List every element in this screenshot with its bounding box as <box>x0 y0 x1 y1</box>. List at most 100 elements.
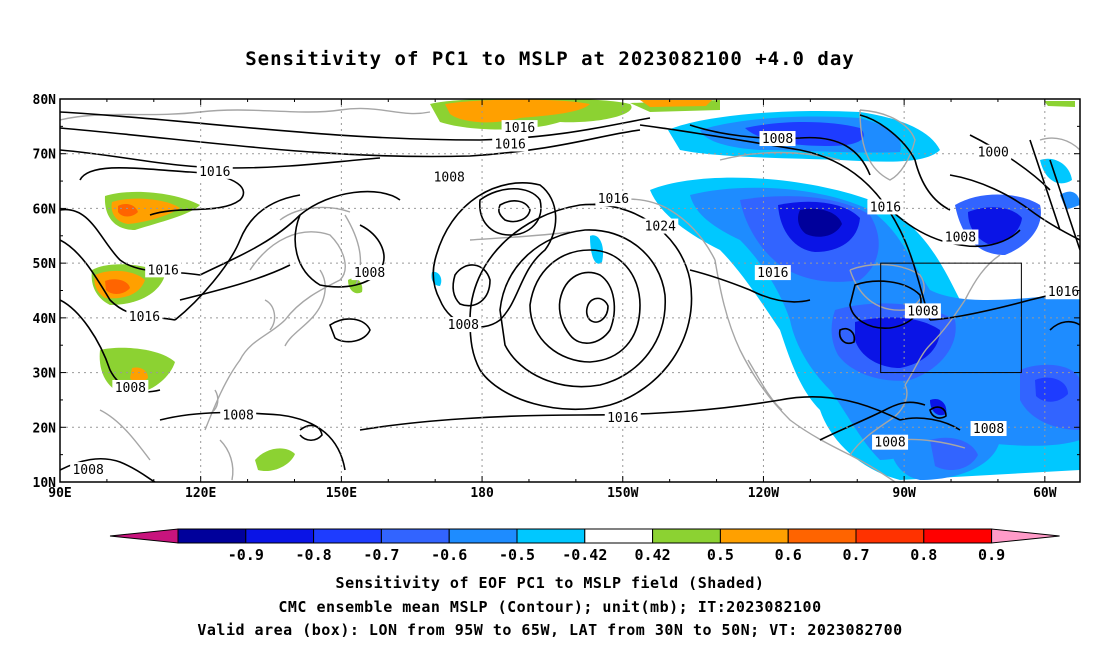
colorbar-swatch <box>923 528 993 544</box>
lon-label: 180 <box>470 486 494 501</box>
contour-1016-china <box>174 194 301 321</box>
caption-line-3: Valid area (box): LON from 95W to 65W, L… <box>197 621 903 639</box>
coast-japan <box>284 269 326 347</box>
contour-label-text: 1024 <box>645 220 676 235</box>
contour-1016-siberia-b <box>79 166 245 216</box>
axis-ticks <box>59 98 1080 483</box>
contour-1016-east-b <box>1049 320 1080 331</box>
lon-label: 120E <box>185 486 216 501</box>
contour-label-bg <box>1078 207 1080 223</box>
contour-label: 1016 <box>867 199 904 215</box>
contour-label: 1016 <box>604 410 641 426</box>
contour-label-bg <box>754 265 791 281</box>
contour-1008-west-pacific-inner <box>452 264 491 307</box>
contour-label: 1008 <box>220 407 257 423</box>
colorbar-swatch <box>313 528 382 544</box>
lon-label: 60W <box>1033 486 1057 501</box>
contour-label: 1008 <box>445 317 482 333</box>
coast-indochina <box>99 409 151 461</box>
colorbar-label: -0.7 <box>363 546 399 564</box>
colorbar-label: 0.6 <box>775 546 802 564</box>
contour-label-bg <box>872 434 909 450</box>
shade-positive-east <box>1044 101 1075 107</box>
contour-label-text: 1008 <box>448 318 479 333</box>
gridlines <box>60 99 1080 482</box>
contour-label-text: 1016 <box>504 121 535 136</box>
shade-positive-arctic3 <box>640 100 712 107</box>
contour-label-text: 1016 <box>607 411 638 426</box>
colorbar-high-arrow <box>991 528 1060 544</box>
shade-positive-mongolia-red <box>118 204 138 217</box>
contour-label: 1024 <box>642 218 679 235</box>
contour-1016-arctic-a <box>60 111 651 141</box>
contour-1008-kamchatka <box>294 214 385 288</box>
contour-label: 1016 <box>492 136 529 153</box>
contour-label-text: 1016 <box>199 165 230 180</box>
contour-label-bg <box>595 191 632 207</box>
lon-label: 150W <box>607 486 638 501</box>
contour-1016-atlantic <box>949 174 1080 241</box>
coast-east-asia <box>204 231 346 431</box>
map-title: Sensitivity of PC1 to MSLP at 2023082100… <box>245 48 855 70</box>
shade-positive-china-red <box>105 279 130 294</box>
lon-label: 90E <box>48 486 71 501</box>
contour-label-bg <box>759 131 796 147</box>
lat-label: 30N <box>33 367 57 382</box>
lat-label: 70N <box>33 148 57 163</box>
contour-label: 1008 <box>759 131 796 147</box>
shade-positive-arctic-core <box>445 99 590 123</box>
contour-label-text: 1016 <box>1048 285 1079 300</box>
contour-label-text: 1008 <box>434 170 465 185</box>
contour-label-bg <box>867 199 904 215</box>
coast-europe-east <box>1039 137 1080 151</box>
colorbar-label: -0.5 <box>499 546 535 564</box>
contour-label-bg <box>942 229 979 245</box>
contour-label-text: 1016 <box>870 200 901 215</box>
contour-1008-atl-small <box>929 406 947 419</box>
contour-1008-philippines <box>159 411 346 471</box>
shade-negative-caribbean-core <box>930 437 978 471</box>
colorbar-swatch <box>245 528 315 544</box>
colorbar-swatch <box>584 528 654 544</box>
contour-label: 1008 <box>904 303 941 319</box>
contour-label-bg <box>445 317 482 333</box>
coast-aleutians <box>469 231 571 241</box>
colorbar-swatch <box>448 528 518 544</box>
colorbar-label: -0.42 <box>562 546 607 564</box>
contour-label-text: 1000 <box>978 146 1009 161</box>
latitude-labels: 80N 70N 60N 50N 40N 30N 20N 10N <box>33 93 57 491</box>
contour-1016-east-pacific <box>689 269 811 303</box>
colorbar-swatch <box>177 528 247 544</box>
contour-1024-high <box>529 249 641 363</box>
colorbar-label: -0.6 <box>431 546 467 564</box>
shade-negative-atlantic-core <box>1035 377 1068 402</box>
lat-label: 80N <box>33 93 57 108</box>
contour-label: 1008 <box>351 265 388 281</box>
contour-label-bg <box>112 379 149 395</box>
contour-label-text: 1016 <box>148 263 179 278</box>
colorbar-label: 0.7 <box>842 546 869 564</box>
contour-label-text: 1008 <box>945 231 976 246</box>
contour-1008-small-pacific <box>299 424 323 442</box>
contour-label-text: 1016 <box>495 138 526 153</box>
lat-label: 10N <box>33 476 57 491</box>
contour-label-bg <box>501 120 538 136</box>
contour-label-bg <box>70 462 107 478</box>
colorbar-swatch <box>516 528 586 544</box>
valid-area-box <box>880 262 1022 374</box>
coast-na-west <box>714 259 851 456</box>
contour-1008-west-pacific-low <box>432 182 557 328</box>
coast-na-east <box>904 299 966 386</box>
contour-label-bg <box>642 218 679 234</box>
coast-baja <box>747 359 783 411</box>
contour-label-text: 1016 <box>757 266 788 281</box>
contour-1024-high-inner <box>558 271 616 344</box>
contour-label-bg <box>1045 284 1080 300</box>
contour-label: 1008 <box>970 421 1007 437</box>
colorbar-swatch <box>380 528 450 544</box>
contour-label-text: 1016 <box>1081 209 1100 224</box>
coast-greenland <box>859 109 916 181</box>
shade-negative-box-core <box>855 317 940 368</box>
contour-1008-central-low-inner <box>498 200 531 223</box>
